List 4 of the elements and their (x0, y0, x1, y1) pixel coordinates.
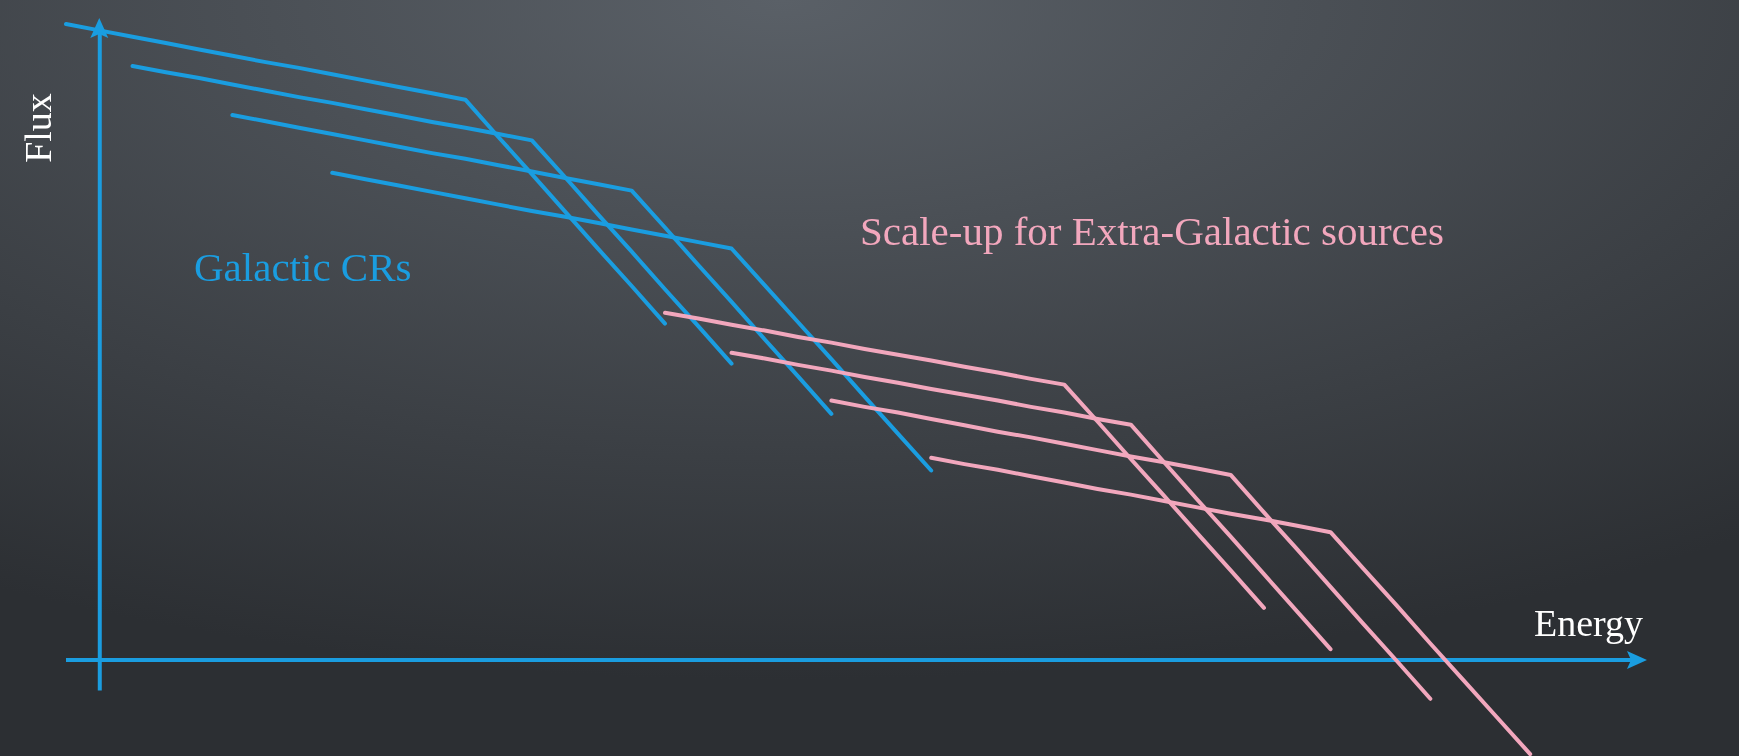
annotation: Scale-up for Extra-Galactic sources (860, 208, 1444, 255)
x-axis-title: Energy (1533, 602, 1643, 644)
annotation: Galactic CRs (194, 244, 412, 291)
y-axis-title: Flux (17, 93, 60, 163)
